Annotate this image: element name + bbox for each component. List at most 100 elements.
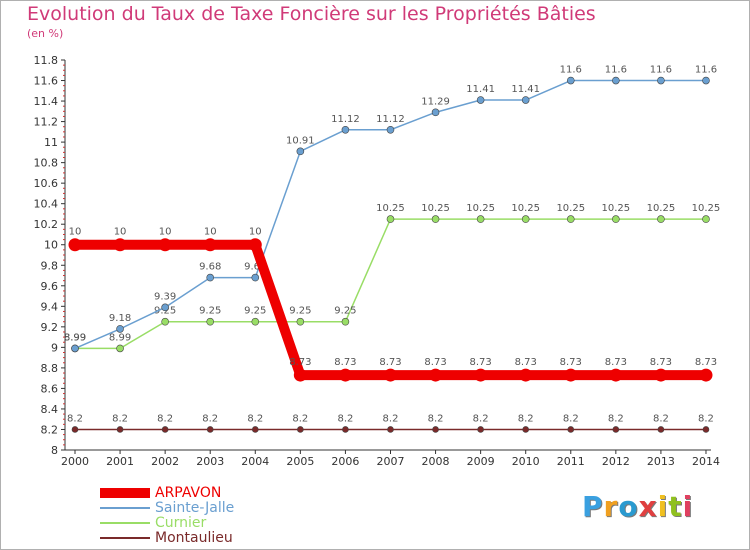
data-label-arpavon: 8.73 bbox=[469, 357, 491, 368]
data-label-curnier: 9.25 bbox=[199, 306, 221, 317]
data-label-curnier: 10.25 bbox=[556, 203, 585, 214]
data-label-curnier: 10.25 bbox=[466, 203, 495, 214]
data-label-curnier: 10.25 bbox=[692, 203, 721, 214]
data-point-sainte-jalle bbox=[521, 96, 530, 104]
data-label-curnier: 9.25 bbox=[334, 306, 356, 317]
y-tick-label: 11.4 bbox=[34, 95, 59, 108]
data-point-montaulieu bbox=[251, 426, 259, 433]
y-tick-label: 8.8 bbox=[41, 362, 59, 375]
data-point-montaulieu bbox=[522, 426, 530, 433]
data-label-montaulieu: 8.2 bbox=[337, 413, 353, 424]
data-point-montaulieu bbox=[161, 426, 169, 433]
data-label-arpavon: 10 bbox=[114, 227, 127, 238]
data-point-curnier bbox=[702, 215, 710, 223]
data-label-sainte-jalle: 9.18 bbox=[109, 313, 131, 324]
legend-item-montaulieu: Montaulieu bbox=[100, 531, 300, 546]
data-point-arpavon bbox=[113, 238, 127, 252]
data-label-sainte-jalle: 11.6 bbox=[605, 65, 627, 76]
y-tick-label: 10.2 bbox=[34, 218, 59, 231]
legend-item-arpavon: ARPAVON bbox=[100, 486, 300, 501]
data-point-arpavon bbox=[203, 238, 217, 252]
data-point-montaulieu bbox=[297, 426, 304, 433]
legend-label-montaulieu: Montaulieu bbox=[155, 530, 233, 546]
x-tick-label: 2007 bbox=[376, 455, 404, 468]
x-tick-label: 2001 bbox=[106, 455, 134, 468]
data-label-sainte-jalle: 8.99 bbox=[64, 332, 86, 343]
data-point-arpavon bbox=[68, 238, 82, 252]
data-label-arpavon: 8.73 bbox=[650, 357, 672, 368]
y-tick-label: 10 bbox=[44, 239, 58, 252]
data-label-sainte-jalle: 11.6 bbox=[560, 65, 582, 76]
y-tick-label: 11.8 bbox=[34, 54, 59, 67]
data-point-montaulieu bbox=[702, 426, 710, 433]
data-point-arpavon bbox=[474, 368, 488, 382]
data-point-montaulieu bbox=[206, 426, 214, 433]
data-point-sainte-jalle bbox=[476, 96, 485, 104]
data-point-curnier bbox=[386, 215, 395, 223]
legend-swatch-montaulieu bbox=[100, 537, 150, 539]
data-label-montaulieu: 8.2 bbox=[67, 413, 83, 424]
data-label-montaulieu: 8.2 bbox=[383, 413, 399, 424]
data-point-arpavon bbox=[519, 368, 533, 382]
data-label-sainte-jalle: 11.41 bbox=[466, 84, 495, 95]
data-point-montaulieu bbox=[116, 426, 124, 433]
data-label-montaulieu: 8.2 bbox=[653, 413, 669, 424]
data-point-curnier bbox=[431, 215, 440, 223]
data-label-sainte-jalle: 9.68 bbox=[244, 262, 266, 273]
y-tick-label: 11 bbox=[44, 136, 58, 149]
data-label-arpavon: 10 bbox=[159, 227, 172, 238]
y-tick-label: 9.4 bbox=[41, 300, 59, 313]
data-label-arpavon: 10 bbox=[204, 227, 217, 238]
data-point-curnier bbox=[116, 344, 124, 353]
data-label-sainte-jalle: 11.6 bbox=[695, 65, 717, 76]
data-point-sainte-jalle bbox=[251, 273, 260, 282]
x-tick-label: 2013 bbox=[647, 455, 675, 468]
data-label-arpavon: 8.73 bbox=[605, 357, 627, 368]
data-label-montaulieu: 8.2 bbox=[518, 413, 534, 424]
data-point-montaulieu bbox=[387, 426, 394, 433]
data-label-montaulieu: 8.2 bbox=[202, 413, 218, 424]
data-point-sainte-jalle bbox=[341, 125, 350, 134]
data-label-arpavon: 8.73 bbox=[424, 357, 446, 368]
data-label-sainte-jalle: 9.68 bbox=[199, 262, 221, 273]
y-tick-label: 8.6 bbox=[41, 382, 59, 395]
y-tick-label: 10.8 bbox=[34, 157, 59, 170]
data-label-sainte-jalle: 11.12 bbox=[376, 114, 405, 125]
data-label-montaulieu: 8.2 bbox=[292, 413, 308, 424]
data-point-sainte-jalle bbox=[71, 344, 79, 353]
legend-swatch-arpavon bbox=[100, 488, 150, 498]
data-point-sainte-jalle bbox=[206, 273, 215, 282]
data-point-montaulieu bbox=[657, 426, 665, 433]
data-point-sainte-jalle bbox=[566, 76, 575, 85]
data-point-sainte-jalle bbox=[702, 76, 710, 85]
data-point-arpavon bbox=[429, 368, 443, 382]
data-point-montaulieu bbox=[432, 426, 439, 433]
y-tick-label: 9.6 bbox=[41, 280, 59, 293]
data-point-curnier bbox=[521, 215, 530, 223]
data-point-sainte-jalle bbox=[612, 76, 620, 85]
data-point-curnier bbox=[206, 317, 215, 326]
y-tick-label: 9.2 bbox=[41, 321, 59, 334]
data-point-curnier bbox=[566, 215, 575, 223]
data-point-curnier bbox=[657, 215, 665, 223]
data-label-arpavon: 8.73 bbox=[515, 357, 537, 368]
data-label-curnier: 8.99 bbox=[64, 332, 86, 343]
x-tick-label: 2003 bbox=[196, 455, 224, 468]
x-tick-label: 2006 bbox=[331, 455, 359, 468]
data-label-curnier: 8.99 bbox=[109, 332, 131, 343]
x-tick-label: 2008 bbox=[422, 455, 450, 468]
data-label-curnier: 10.25 bbox=[647, 203, 676, 214]
y-tick-label: 8.4 bbox=[41, 403, 59, 416]
data-label-curnier: 10.25 bbox=[421, 203, 450, 214]
proxiti-logo: Proxiti bbox=[582, 490, 694, 523]
data-point-sainte-jalle bbox=[296, 147, 305, 156]
data-label-arpavon: 8.73 bbox=[289, 357, 311, 368]
data-point-arpavon bbox=[609, 368, 623, 382]
x-tick-label: 2009 bbox=[467, 455, 495, 468]
data-point-arpavon bbox=[158, 238, 172, 252]
data-point-montaulieu bbox=[567, 426, 575, 433]
y-tick-label: 10.6 bbox=[34, 177, 59, 190]
data-point-curnier bbox=[341, 317, 350, 326]
y-tick-label: 10.4 bbox=[34, 198, 59, 211]
